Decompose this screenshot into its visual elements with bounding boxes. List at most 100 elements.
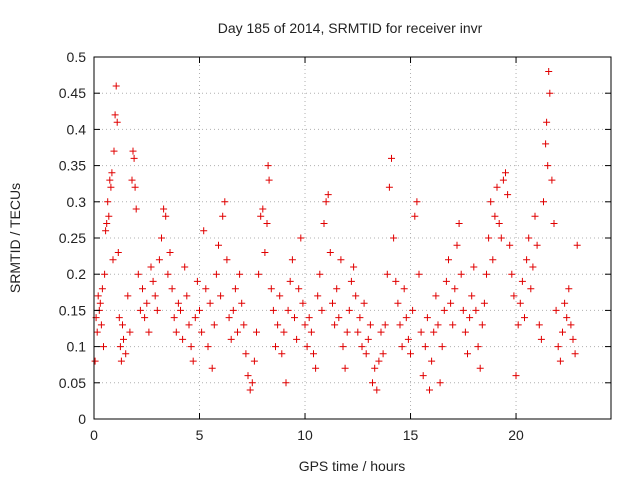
data-point (126, 328, 134, 336)
data-point (543, 118, 551, 126)
data-point (432, 292, 440, 300)
data-points (91, 68, 581, 394)
data-point (174, 299, 182, 307)
data-point (506, 241, 514, 249)
data-point (508, 270, 516, 278)
data-point (111, 111, 119, 119)
data-point (533, 241, 541, 249)
data-point (129, 147, 137, 155)
data-point (512, 372, 520, 380)
data-point (94, 292, 102, 300)
data-point (546, 89, 554, 97)
data-point (487, 198, 495, 206)
data-point (107, 183, 115, 191)
data-point (411, 212, 419, 220)
data-point (565, 285, 573, 293)
x-tick-label: 5 (196, 427, 204, 443)
data-point (493, 183, 501, 191)
data-point (394, 299, 402, 307)
data-point (295, 285, 303, 293)
x-tick-label: 10 (297, 427, 313, 443)
data-point (409, 306, 417, 314)
grid-lines (94, 57, 611, 419)
data-point (263, 220, 271, 227)
data-point (284, 306, 292, 314)
data-point (242, 350, 250, 358)
data-point (278, 350, 286, 358)
data-point (556, 357, 564, 365)
data-point (149, 277, 157, 285)
data-point (571, 350, 579, 358)
data-point (139, 285, 146, 293)
data-point (523, 256, 531, 264)
data-point (516, 299, 524, 307)
y-tick-label: 0.05 (59, 375, 86, 391)
data-point (453, 241, 461, 249)
data-point (301, 321, 309, 329)
data-point (231, 285, 239, 293)
y-tick-label: 0.3 (67, 194, 87, 210)
data-point (440, 306, 448, 314)
y-tick-label: 0.35 (59, 158, 86, 174)
data-point (276, 292, 284, 300)
data-point (343, 328, 351, 336)
data-point (303, 343, 311, 351)
data-point (240, 321, 248, 329)
data-point (423, 314, 431, 322)
data-point (255, 270, 263, 278)
data-point (413, 198, 421, 206)
data-point (360, 299, 368, 307)
data-point (345, 306, 353, 314)
data-point (514, 321, 522, 329)
data-point (316, 270, 324, 278)
data-point (400, 285, 408, 293)
data-point (248, 379, 256, 387)
data-point (229, 306, 237, 314)
data-point (134, 270, 142, 278)
data-point (191, 314, 199, 322)
data-point (177, 306, 184, 314)
data-point (455, 220, 463, 227)
data-point (109, 256, 117, 264)
data-point (189, 357, 197, 365)
data-point (145, 328, 153, 336)
data-point (350, 263, 358, 271)
data-point (183, 292, 191, 300)
data-point (117, 357, 125, 365)
data-point (166, 249, 174, 256)
data-point (193, 277, 201, 285)
data-point (141, 314, 149, 322)
data-point (442, 277, 450, 285)
data-point (388, 154, 395, 162)
data-point (206, 299, 214, 307)
data-point (200, 227, 208, 235)
chart-title: Day 185 of 2014, SRMTID for receiver inv… (218, 20, 483, 36)
data-point (550, 220, 558, 227)
data-point (122, 350, 130, 358)
y-tick-label: 0.5 (67, 49, 87, 65)
data-point (100, 343, 107, 351)
data-point (364, 335, 372, 343)
data-point (542, 140, 550, 148)
data-point (215, 241, 222, 249)
data-point (196, 306, 203, 314)
data-point (116, 343, 124, 351)
data-point (468, 292, 476, 300)
data-point (274, 321, 282, 329)
data-point (352, 292, 360, 300)
data-point (261, 249, 269, 256)
data-point (476, 364, 484, 372)
data-point (491, 212, 499, 220)
data-point (535, 321, 543, 329)
data-point (377, 328, 385, 336)
data-point (286, 277, 294, 285)
data-point (164, 270, 172, 278)
data-point (434, 321, 442, 329)
data-point (322, 198, 330, 206)
data-point (415, 270, 423, 278)
data-point (497, 234, 505, 242)
data-point (120, 335, 127, 343)
data-point (521, 314, 528, 322)
data-point (567, 321, 575, 329)
